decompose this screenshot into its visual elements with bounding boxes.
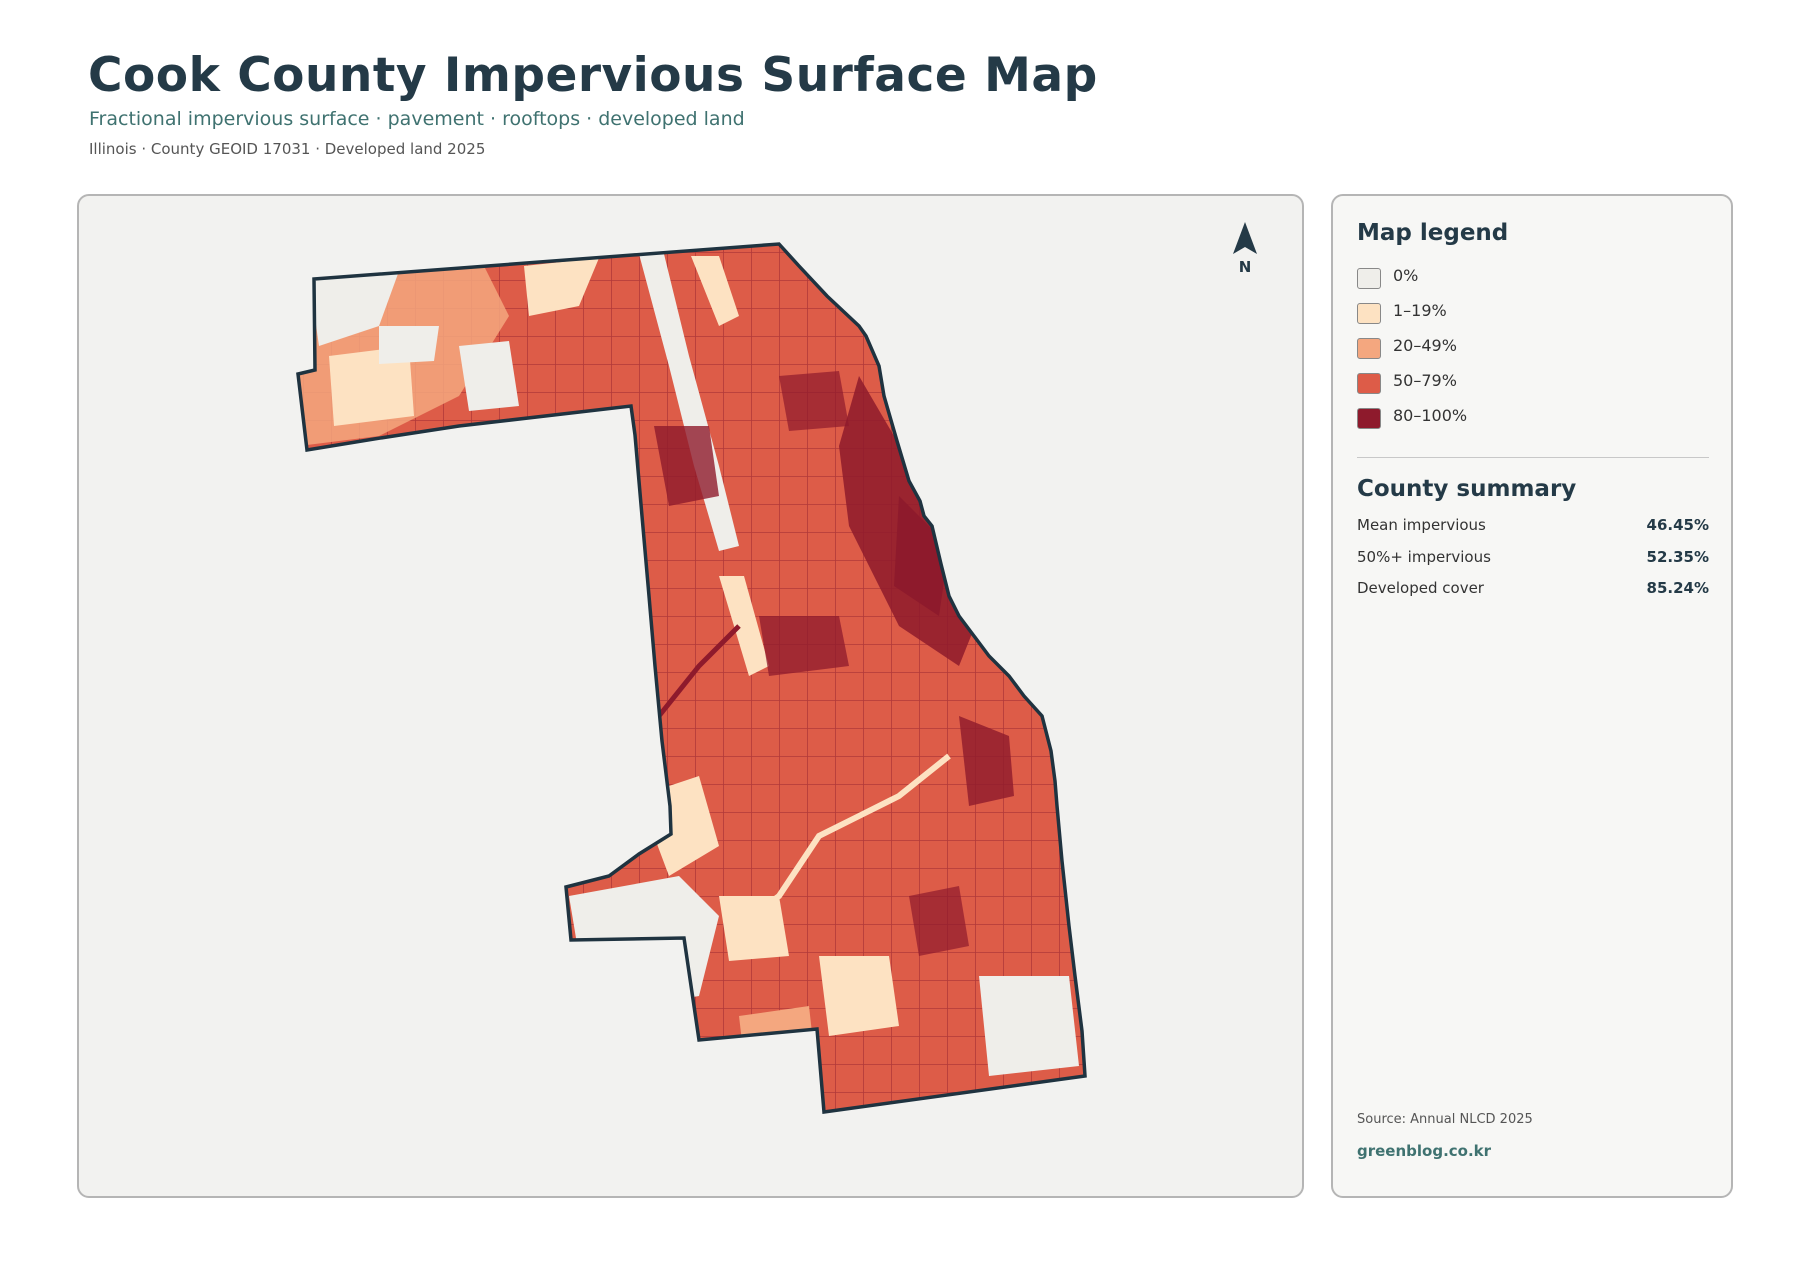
low-density-area <box>329 346 414 426</box>
summary-stats: Mean impervious 46.45% 50%+ impervious 52.3… <box>1357 516 1709 611</box>
summary-row: Developed cover 85.24% <box>1357 579 1709 611</box>
summary-heading: County summary <box>1357 476 1577 502</box>
river-corridor <box>737 753 951 929</box>
summary-label: 50%+ impervious <box>1357 547 1491 566</box>
info-panel: Map legend 0% 1–19% 20–49% 50–79% 80–100% Co… <box>1331 194 1733 1198</box>
north-arrow-icon <box>1233 222 1257 254</box>
legend-label: 1–19% <box>1393 301 1447 320</box>
low-density-area <box>719 576 769 676</box>
summary-label: Mean impervious <box>1357 516 1486 534</box>
summary-value: 52.35% <box>1646 547 1709 566</box>
open-land-area <box>979 976 1079 1076</box>
legend-label: 50–79% <box>1393 371 1457 390</box>
low-density-area <box>524 258 599 316</box>
county-map[interactable] <box>79 196 1302 1196</box>
legend-item: 20–49% <box>1357 336 1707 371</box>
low-density-area <box>691 256 739 326</box>
legend-label: 80–100% <box>1393 406 1468 425</box>
open-land-area <box>309 271 399 346</box>
legend-item: 1–19% <box>1357 301 1707 336</box>
summary-row: 50%+ impervious 52.35% <box>1357 548 1709 580</box>
road-grid <box>298 244 1085 1112</box>
low-density-area <box>739 1006 819 1101</box>
map-panel[interactable] <box>77 194 1304 1198</box>
summary-value: 46.45% <box>1646 516 1709 534</box>
divider <box>1357 457 1709 458</box>
page-title: Cook County Impervious Surface Map <box>88 48 1098 103</box>
legend-list: 0% 1–19% 20–49% 50–79% 80–100% <box>1357 266 1707 441</box>
dense-urban-area <box>909 886 969 956</box>
legend-swatch <box>1357 268 1381 289</box>
summary-value: 85.24% <box>1646 579 1709 597</box>
legend-item: 80–100% <box>1357 406 1707 441</box>
impervious-raster <box>298 244 1085 1112</box>
legend-item: 0% <box>1357 266 1707 301</box>
dense-urban-area <box>779 371 849 431</box>
page-meta: Illinois · County GEOID 17031 · Develope… <box>89 140 486 158</box>
legend-item: 50–79% <box>1357 371 1707 406</box>
low-density-area <box>719 896 789 961</box>
open-land-area <box>459 341 519 411</box>
low-density-area <box>819 956 899 1036</box>
industrial-area <box>959 716 1014 806</box>
legend-swatch <box>1357 303 1381 324</box>
legend-heading: Map legend <box>1357 220 1509 246</box>
dense-urban-area <box>654 426 719 506</box>
legend-label: 0% <box>1393 266 1419 285</box>
legend-swatch <box>1357 338 1381 359</box>
site-credit[interactable]: greenblog.co.kr <box>1357 1142 1492 1160</box>
legend-label: 20–49% <box>1393 336 1457 355</box>
source-note: Source: Annual NLCD 2025 <box>1357 1112 1533 1127</box>
summary-label: Developed cover <box>1357 579 1484 597</box>
north-label: N <box>1238 258 1252 276</box>
downtown-area <box>894 496 949 616</box>
page-subtitle: Fractional impervious surface · pavement… <box>89 108 745 130</box>
north-arrow: N <box>1220 222 1270 276</box>
dense-urban-area <box>759 616 849 676</box>
legend-swatch <box>1357 373 1381 394</box>
summary-row: Mean impervious 46.45% <box>1357 516 1709 548</box>
legend-swatch <box>1357 408 1381 429</box>
open-land-area <box>379 326 439 364</box>
